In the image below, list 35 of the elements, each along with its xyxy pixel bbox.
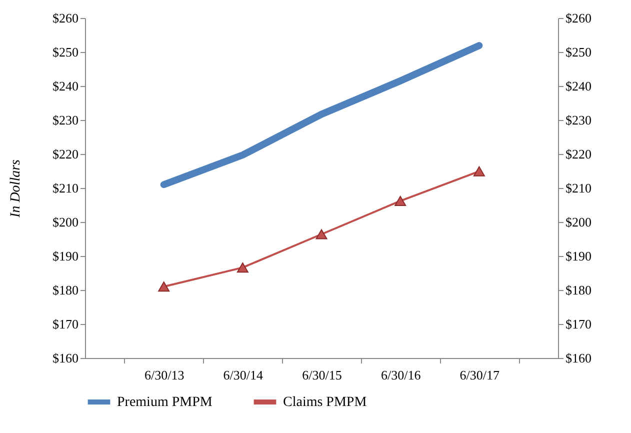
y-tick-label: $190 (52, 248, 78, 264)
point (236, 262, 248, 273)
point (473, 166, 485, 176)
y2-tick-label: $180 (566, 282, 592, 298)
y2-tick-label: $190 (566, 248, 592, 264)
y-tick-label: $200 (52, 214, 78, 230)
y2-tick-label: $170 (566, 316, 592, 332)
legend-label: Premium PMPM (117, 395, 213, 410)
y-axis-title: In Dollars (8, 158, 24, 218)
y-tick-label: $210 (52, 180, 78, 196)
y2-tick-label: $250 (566, 44, 592, 60)
y2-tick-label: $160 (566, 350, 592, 366)
y2-tick-label: $220 (566, 146, 592, 162)
y-tick-label: $220 (52, 146, 78, 162)
y-tick-label: $260 (52, 10, 78, 26)
y-tick-label: $250 (52, 44, 78, 60)
point (316, 229, 328, 240)
x-tick-label: 6/30/17 (460, 368, 500, 382)
x-tick-label: 6/30/13 (144, 368, 184, 382)
x-tick-label: 6/30/14 (223, 368, 264, 382)
point (158, 282, 170, 292)
x-tick-label: 6/30/16 (380, 368, 422, 382)
y-tick-label: $180 (52, 282, 78, 298)
y2-tick-label: $240 (566, 78, 592, 94)
y2-tick-label: $200 (566, 214, 592, 230)
y-tick-label: $240 (52, 78, 78, 94)
y2-tick-label: $260 (566, 10, 592, 26)
y2-tick-label: $230 (566, 112, 592, 128)
y2-tick-label: $210 (566, 180, 592, 196)
y-tick-label: $170 (52, 316, 78, 332)
y-tick-label: $230 (52, 112, 78, 128)
x-tick-label: 6/30/15 (302, 368, 342, 382)
y-tick-label: $160 (52, 350, 78, 366)
legend-label: Claims PMPM (283, 395, 368, 410)
point (394, 196, 406, 206)
